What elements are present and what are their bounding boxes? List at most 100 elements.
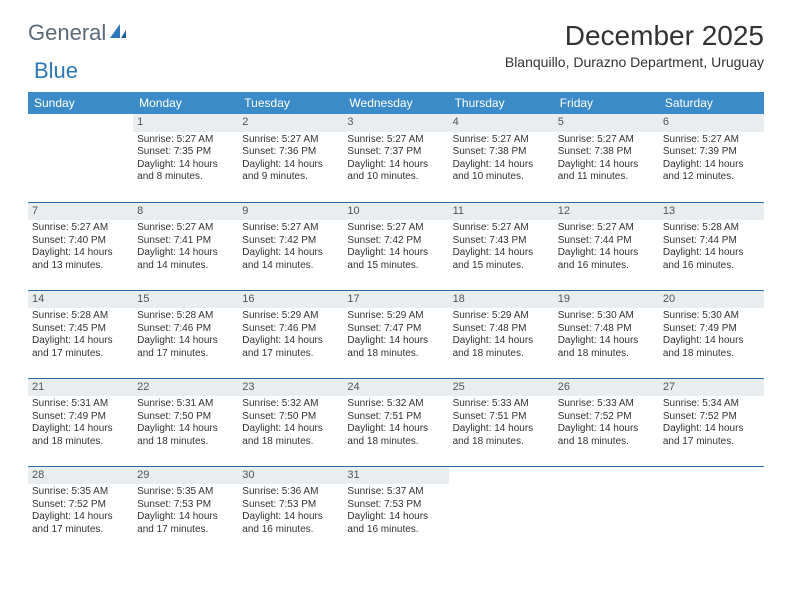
daylight-line: Daylight: 14 hours and 11 minutes. [558, 159, 655, 184]
calendar-cell: 28Sunrise: 5:35 AMSunset: 7:52 PMDayligh… [28, 466, 133, 554]
calendar-cell: 26Sunrise: 5:33 AMSunset: 7:52 PMDayligh… [554, 378, 659, 466]
calendar-row: 7Sunrise: 5:27 AMSunset: 7:40 PMDaylight… [28, 202, 764, 290]
sunset-line: Sunset: 7:52 PM [32, 499, 129, 512]
sunset-line: Sunset: 7:47 PM [347, 323, 444, 336]
day-number: 23 [238, 379, 343, 397]
daylight-line: Daylight: 14 hours and 18 minutes. [242, 423, 339, 448]
day-number: 7 [28, 203, 133, 221]
sunset-line: Sunset: 7:42 PM [347, 235, 444, 248]
daylight-line: Daylight: 14 hours and 17 minutes. [663, 423, 760, 448]
daylight-line: Daylight: 14 hours and 14 minutes. [137, 247, 234, 272]
month-title: December 2025 [505, 20, 764, 52]
sunset-line: Sunset: 7:48 PM [453, 323, 550, 336]
sunrise-line: Sunrise: 5:30 AM [558, 310, 655, 323]
daylight-line: Daylight: 14 hours and 17 minutes. [137, 511, 234, 536]
sunrise-line: Sunrise: 5:30 AM [663, 310, 760, 323]
day-number: 1 [133, 114, 238, 132]
calendar-cell: 23Sunrise: 5:32 AMSunset: 7:50 PMDayligh… [238, 378, 343, 466]
weekday-header: Thursday [449, 92, 554, 114]
sunrise-line: Sunrise: 5:29 AM [242, 310, 339, 323]
sunrise-line: Sunrise: 5:28 AM [137, 310, 234, 323]
calendar-cell [554, 466, 659, 554]
sunset-line: Sunset: 7:44 PM [558, 235, 655, 248]
day-number: 22 [133, 379, 238, 397]
sunset-line: Sunset: 7:52 PM [558, 411, 655, 424]
calendar-cell: 18Sunrise: 5:29 AMSunset: 7:48 PMDayligh… [449, 290, 554, 378]
daylight-line: Daylight: 14 hours and 18 minutes. [32, 423, 129, 448]
daylight-line: Daylight: 14 hours and 15 minutes. [453, 247, 550, 272]
calendar-body: 1Sunrise: 5:27 AMSunset: 7:35 PMDaylight… [28, 114, 764, 554]
daylight-line: Daylight: 14 hours and 9 minutes. [242, 159, 339, 184]
day-number: 13 [659, 203, 764, 221]
daylight-line: Daylight: 14 hours and 18 minutes. [558, 423, 655, 448]
calendar-cell: 19Sunrise: 5:30 AMSunset: 7:48 PMDayligh… [554, 290, 659, 378]
calendar-cell: 17Sunrise: 5:29 AMSunset: 7:47 PMDayligh… [343, 290, 448, 378]
calendar-cell: 10Sunrise: 5:27 AMSunset: 7:42 PMDayligh… [343, 202, 448, 290]
brand-logo: General [28, 20, 128, 46]
daylight-line: Daylight: 14 hours and 17 minutes. [137, 335, 234, 360]
sunrise-line: Sunrise: 5:27 AM [558, 134, 655, 147]
sunset-line: Sunset: 7:36 PM [242, 146, 339, 159]
sunset-line: Sunset: 7:49 PM [32, 411, 129, 424]
daylight-line: Daylight: 14 hours and 17 minutes. [32, 511, 129, 536]
day-number: 26 [554, 379, 659, 397]
daylight-line: Daylight: 14 hours and 10 minutes. [453, 159, 550, 184]
calendar-cell: 24Sunrise: 5:32 AMSunset: 7:51 PMDayligh… [343, 378, 448, 466]
location-text: Blanquillo, Durazno Department, Uruguay [505, 54, 764, 70]
calendar-cell: 20Sunrise: 5:30 AMSunset: 7:49 PMDayligh… [659, 290, 764, 378]
day-number: 20 [659, 291, 764, 309]
sunset-line: Sunset: 7:35 PM [137, 146, 234, 159]
day-number: 9 [238, 203, 343, 221]
day-number: 10 [343, 203, 448, 221]
weekday-header: Tuesday [238, 92, 343, 114]
sunset-line: Sunset: 7:41 PM [137, 235, 234, 248]
sunset-line: Sunset: 7:48 PM [558, 323, 655, 336]
day-number: 27 [659, 379, 764, 397]
day-number: 2 [238, 114, 343, 132]
day-number: 5 [554, 114, 659, 132]
daylight-line: Daylight: 14 hours and 18 minutes. [347, 423, 444, 448]
calendar-row: 28Sunrise: 5:35 AMSunset: 7:52 PMDayligh… [28, 466, 764, 554]
calendar-cell: 8Sunrise: 5:27 AMSunset: 7:41 PMDaylight… [133, 202, 238, 290]
day-number: 16 [238, 291, 343, 309]
sunrise-line: Sunrise: 5:33 AM [453, 398, 550, 411]
day-number: 8 [133, 203, 238, 221]
calendar-cell: 11Sunrise: 5:27 AMSunset: 7:43 PMDayligh… [449, 202, 554, 290]
calendar-row: 1Sunrise: 5:27 AMSunset: 7:35 PMDaylight… [28, 114, 764, 202]
sunrise-line: Sunrise: 5:34 AM [663, 398, 760, 411]
calendar-cell: 9Sunrise: 5:27 AMSunset: 7:42 PMDaylight… [238, 202, 343, 290]
sunrise-line: Sunrise: 5:31 AM [137, 398, 234, 411]
sunrise-line: Sunrise: 5:35 AM [137, 486, 234, 499]
calendar-cell: 29Sunrise: 5:35 AMSunset: 7:53 PMDayligh… [133, 466, 238, 554]
calendar-cell: 22Sunrise: 5:31 AMSunset: 7:50 PMDayligh… [133, 378, 238, 466]
calendar-cell: 1Sunrise: 5:27 AMSunset: 7:35 PMDaylight… [133, 114, 238, 202]
weekday-header: Saturday [659, 92, 764, 114]
sunset-line: Sunset: 7:53 PM [242, 499, 339, 512]
day-number: 24 [343, 379, 448, 397]
calendar-cell: 21Sunrise: 5:31 AMSunset: 7:49 PMDayligh… [28, 378, 133, 466]
daylight-line: Daylight: 14 hours and 8 minutes. [137, 159, 234, 184]
sunrise-line: Sunrise: 5:27 AM [242, 134, 339, 147]
sunrise-line: Sunrise: 5:29 AM [453, 310, 550, 323]
sunrise-line: Sunrise: 5:27 AM [347, 134, 444, 147]
calendar-cell: 25Sunrise: 5:33 AMSunset: 7:51 PMDayligh… [449, 378, 554, 466]
sunrise-line: Sunrise: 5:37 AM [347, 486, 444, 499]
daylight-line: Daylight: 14 hours and 17 minutes. [32, 335, 129, 360]
calendar-cell [28, 114, 133, 202]
day-number: 29 [133, 467, 238, 485]
daylight-line: Daylight: 14 hours and 16 minutes. [663, 247, 760, 272]
day-number: 30 [238, 467, 343, 485]
sunset-line: Sunset: 7:45 PM [32, 323, 129, 336]
sunset-line: Sunset: 7:50 PM [137, 411, 234, 424]
day-number: 21 [28, 379, 133, 397]
daylight-line: Daylight: 14 hours and 18 minutes. [558, 335, 655, 360]
calendar-page: General December 2025 Blanquillo, Durazn… [0, 0, 792, 574]
calendar-cell: 6Sunrise: 5:27 AMSunset: 7:39 PMDaylight… [659, 114, 764, 202]
daylight-line: Daylight: 14 hours and 17 minutes. [242, 335, 339, 360]
sunset-line: Sunset: 7:44 PM [663, 235, 760, 248]
sunset-line: Sunset: 7:39 PM [663, 146, 760, 159]
sunset-line: Sunset: 7:42 PM [242, 235, 339, 248]
daylight-line: Daylight: 14 hours and 18 minutes. [453, 423, 550, 448]
calendar-cell: 13Sunrise: 5:28 AMSunset: 7:44 PMDayligh… [659, 202, 764, 290]
daylight-line: Daylight: 14 hours and 16 minutes. [347, 511, 444, 536]
